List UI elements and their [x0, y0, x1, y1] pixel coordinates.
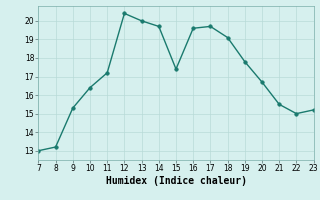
X-axis label: Humidex (Indice chaleur): Humidex (Indice chaleur)	[106, 176, 246, 186]
